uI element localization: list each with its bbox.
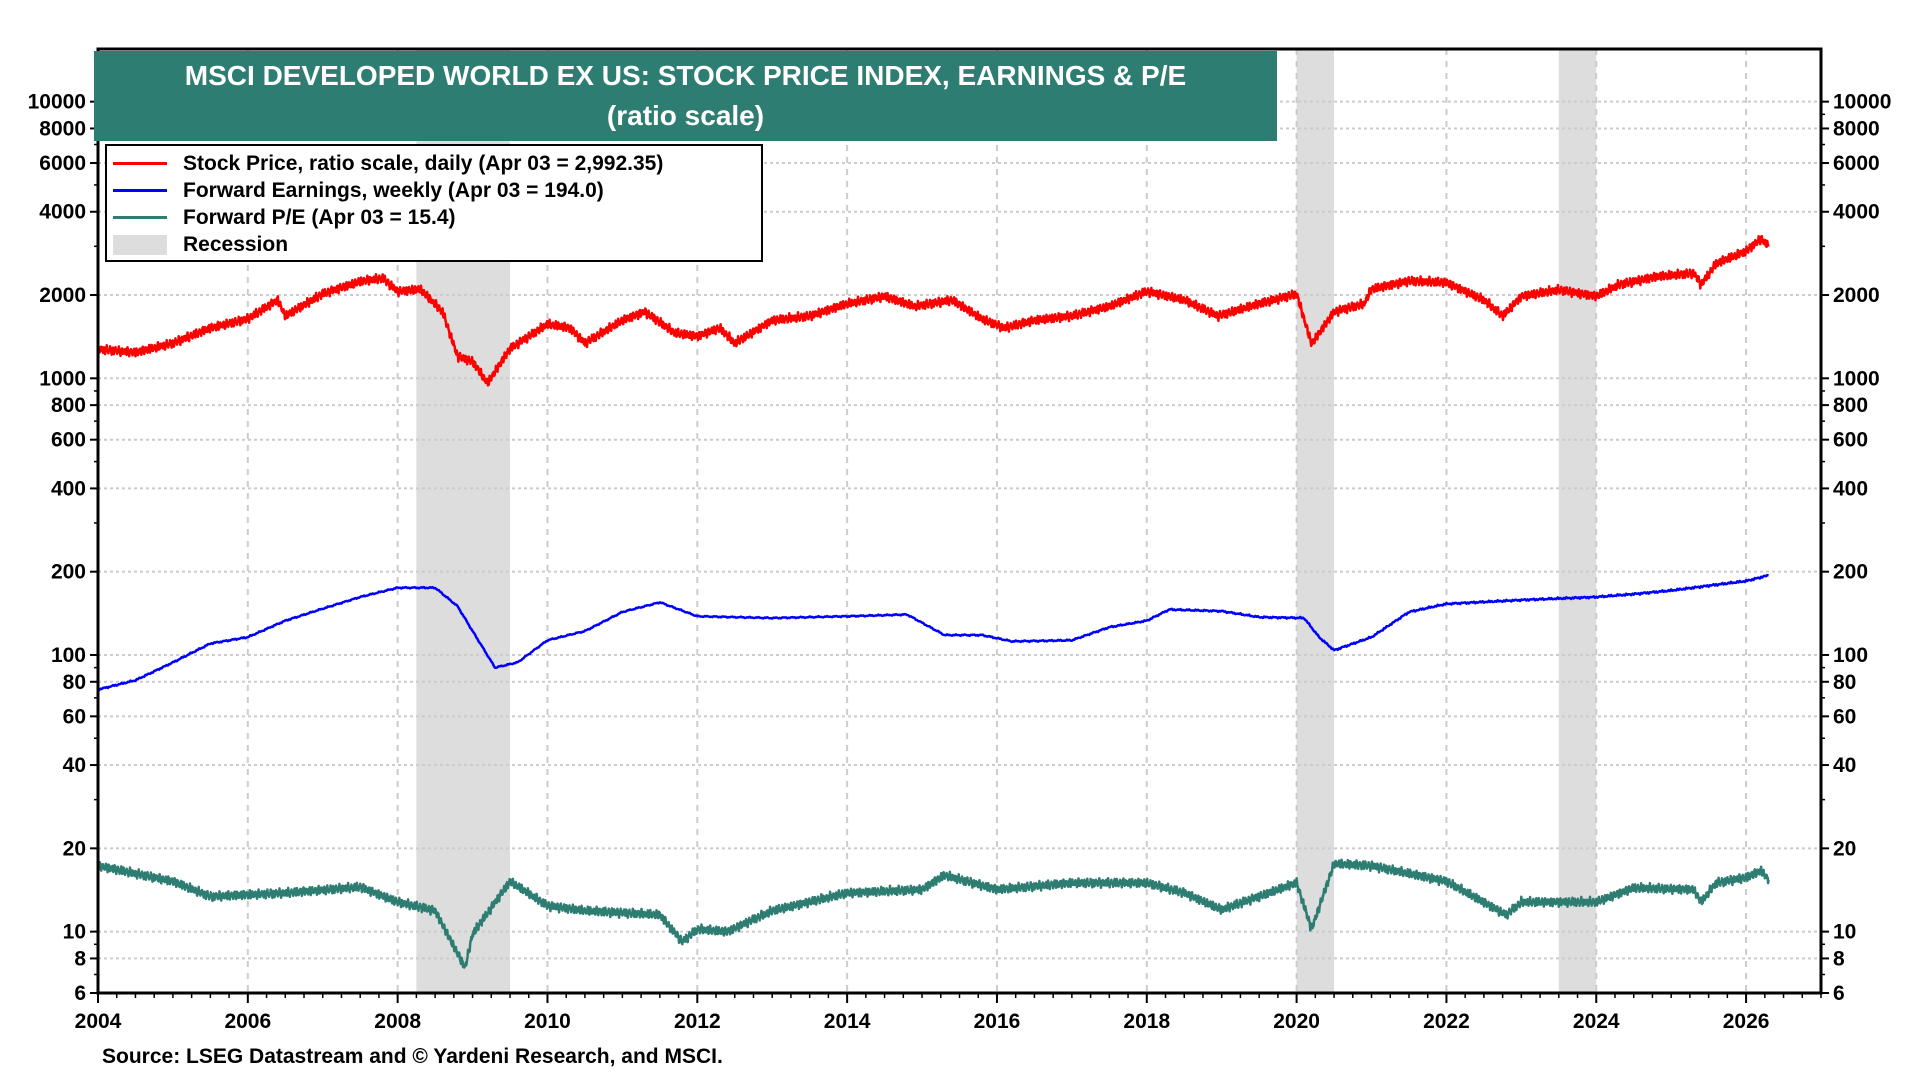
y-tick-label-right: 600 [1833, 429, 1868, 452]
y-tick-label-left: 80 [63, 671, 86, 694]
y-tick-label-right: 1000 [1833, 367, 1880, 390]
chart-title: MSCI DEVELOPED WORLD EX US: STOCK PRICE … [184, 60, 1187, 91]
legend-label: Forward Earnings, weekly (Apr 03 = 194.0… [183, 178, 604, 202]
y-tick-label-left: 8000 [39, 117, 86, 140]
y-tick-label-right: 10 [1833, 921, 1856, 944]
y-tick-label-right: 80 [1833, 671, 1856, 694]
y-tick-label-right: 8000 [1833, 117, 1880, 140]
series [96, 234, 1770, 969]
y-tick-label-right: 6 [1833, 982, 1845, 1005]
y-tick-label-left: 10000 [28, 91, 86, 114]
x-tick-label: 2018 [1123, 1010, 1170, 1033]
chart-subtitle: (ratio scale) [606, 100, 765, 131]
x-tick-label: 2020 [1273, 1010, 1320, 1033]
legend-item-stock-price: Stock Price, ratio scale, daily (Apr 03 … [107, 150, 663, 177]
legend-swatch [113, 234, 167, 255]
y-tick-label-left: 60 [63, 705, 86, 728]
x-tick-label: 2006 [224, 1010, 271, 1033]
legend-label: Recession [183, 232, 289, 256]
legend: Stock Price, ratio scale, daily (Apr 03 … [105, 144, 763, 262]
x-tick-label: 2022 [1423, 1010, 1470, 1033]
legend-item-forward-earnings: Forward Earnings, weekly (Apr 03 = 194.0… [107, 177, 604, 204]
x-tick-label: 2016 [974, 1010, 1021, 1033]
x-tick-label: 2010 [524, 1010, 571, 1033]
x-tick-label: 2024 [1573, 1010, 1620, 1033]
legend-swatch [113, 162, 167, 165]
legend-label: Stock Price, ratio scale, daily (Apr 03 … [183, 151, 664, 175]
y-tick-label-left: 4000 [39, 201, 86, 224]
legend-item-forward-pe: Forward P/E (Apr 03 = 15.4) [107, 204, 456, 231]
y-tick-label-left: 6000 [39, 152, 86, 175]
legend-item-recession: Recession [107, 231, 288, 258]
legend-swatch [113, 216, 167, 219]
x-tick-label: 2012 [674, 1010, 721, 1033]
y-tick-label-left: 200 [51, 561, 86, 584]
x-tick-label: 2008 [374, 1010, 421, 1033]
series-line-forward-p-e [96, 858, 1770, 969]
y-tick-label-left: 400 [51, 477, 86, 500]
recession-band [1558, 49, 1597, 993]
legend-label: Forward P/E (Apr 03 = 15.4) [183, 205, 456, 229]
y-tick-label-right: 20 [1833, 837, 1856, 860]
chart-title-box: MSCI DEVELOPED WORLD EX US: STOCK PRICE … [94, 51, 1277, 141]
x-tick-label: 2026 [1723, 1010, 1770, 1033]
y-tick-label-right: 400 [1833, 477, 1868, 500]
series-line-forward-earnings [97, 573, 1769, 692]
y-tick-label-right: 60 [1833, 705, 1856, 728]
series-line-stock-price [96, 234, 1770, 387]
y-tick-label-left: 1000 [39, 367, 86, 390]
y-tick-label-right: 2000 [1833, 284, 1880, 307]
y-tick-label-right: 200 [1833, 561, 1868, 584]
y-tick-label-left: 6 [74, 982, 86, 1005]
source-note: Source: LSEG Datastream and © Yardeni Re… [102, 1045, 723, 1068]
y-tick-label-right: 100 [1833, 644, 1868, 667]
y-tick-label-left: 2000 [39, 284, 86, 307]
y-tick-label-right: 40 [1833, 754, 1856, 777]
y-tick-label-left: 100 [51, 644, 86, 667]
y-tick-label-left: 800 [51, 394, 86, 417]
y-tick-label-left: 600 [51, 429, 86, 452]
y-tick-label-right: 8 [1833, 947, 1845, 970]
y-tick-label-right: 6000 [1833, 152, 1880, 175]
y-tick-label-left: 8 [74, 947, 86, 970]
y-tick-label-right: 10000 [1833, 91, 1891, 114]
y-tick-label-right: 800 [1833, 394, 1868, 417]
legend-swatch [113, 189, 167, 192]
x-tick-label: 2014 [824, 1010, 871, 1033]
y-tick-label-left: 10 [63, 921, 86, 944]
y-tick-label-left: 20 [63, 837, 86, 860]
x-tick-label: 2004 [75, 1010, 122, 1033]
recession-band [1296, 49, 1335, 993]
y-tick-label-left: 40 [63, 754, 86, 777]
y-tick-label-right: 4000 [1833, 201, 1880, 224]
